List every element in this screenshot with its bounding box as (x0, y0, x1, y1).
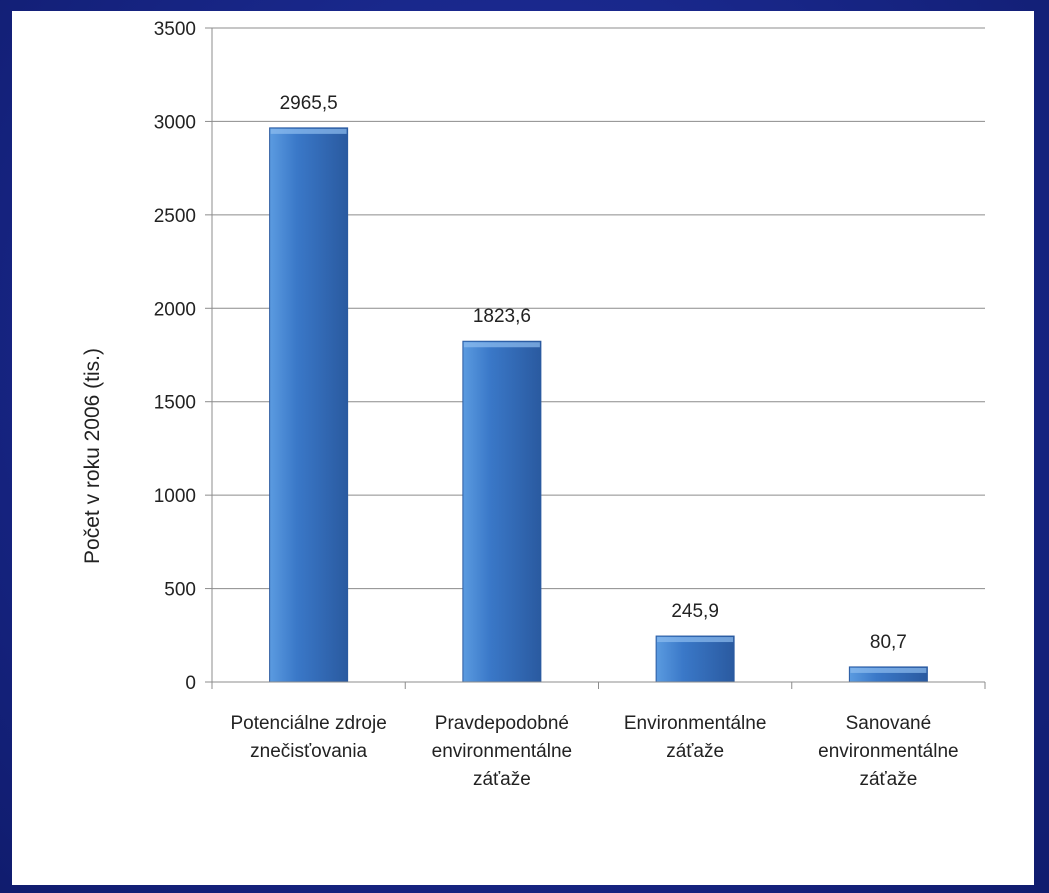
bar-highlight (850, 667, 927, 673)
bar (269, 127, 349, 683)
category-label: Environmentálne záťaže (624, 713, 767, 762)
bar (462, 340, 542, 683)
y-tick-label: 2000 (154, 299, 196, 320)
chart-panel: 0 500 1000 1500 2000 2500 3000 3500 2965,5 1823,… (12, 11, 1034, 885)
data-label: 2965,5 (280, 93, 338, 114)
category-label: Potenciálne zdroje znečisťovania (230, 713, 386, 762)
y-tick-label: 1000 (154, 486, 196, 507)
bar-highlight (657, 637, 734, 643)
y-tick-label: 2500 (154, 206, 196, 227)
category-labels: Potenciálne zdroje znečisťovania Pravdepod… (230, 713, 958, 790)
bar (655, 635, 735, 683)
category-label: Sanované environmentálne záťaže (818, 713, 958, 790)
bar-highlight (270, 128, 347, 134)
bar-highlight (463, 342, 540, 348)
y-tick-label: 500 (164, 580, 196, 601)
y-axis-ticks: 0 500 1000 1500 2000 2500 3000 3500 (154, 19, 213, 694)
data-label: 1823,6 (473, 306, 531, 327)
data-label: 80,7 (870, 632, 907, 653)
y-tick-label: 3000 (154, 112, 196, 133)
bar-chart: 0 500 1000 1500 2000 2500 3000 3500 2965,5 1823,… (81, 19, 986, 790)
y-tick-label: 0 (185, 673, 196, 694)
y-tick-label: 3500 (154, 19, 196, 40)
data-label: 245,9 (671, 601, 719, 622)
y-tick-label: 1500 (154, 393, 196, 414)
category-label: Pravdepodobné environmentálne záťaže (432, 713, 572, 790)
x-axis (211, 681, 986, 689)
bars: 2965,5 1823,6 245,9 80,7 (269, 93, 928, 683)
y-axis-title: Počet v roku 2006 (tis.) (81, 348, 104, 564)
